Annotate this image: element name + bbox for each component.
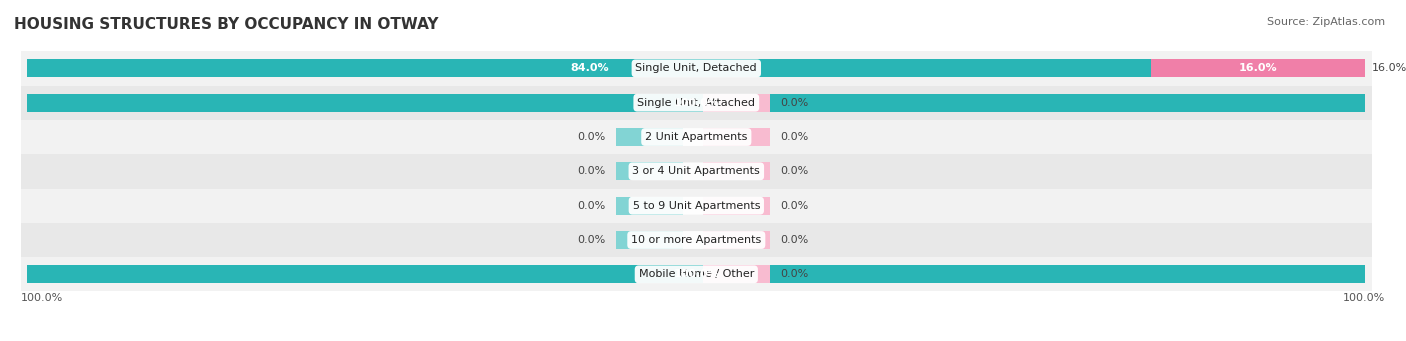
Bar [616,128,683,146]
Text: 0.0%: 0.0% [780,235,808,245]
Text: 0.0%: 0.0% [576,235,606,245]
Text: 16.0%: 16.0% [1239,63,1278,73]
Text: 0.0%: 0.0% [576,132,606,142]
Text: 0.0%: 0.0% [780,269,808,279]
Bar [703,197,770,214]
Bar [28,265,1365,283]
Text: 100.0%: 100.0% [673,98,720,108]
Text: 0.0%: 0.0% [780,166,808,176]
Text: 84.0%: 84.0% [569,63,609,73]
Text: 0.0%: 0.0% [780,132,808,142]
Text: 0.0%: 0.0% [576,201,606,211]
Bar [28,94,1365,112]
Text: 3 or 4 Unit Apartments: 3 or 4 Unit Apartments [633,166,761,176]
Text: 2 Unit Apartments: 2 Unit Apartments [645,132,748,142]
Text: 0.0%: 0.0% [780,201,808,211]
Bar [21,189,1372,223]
Text: Mobile Home / Other: Mobile Home / Other [638,269,754,279]
Bar [28,59,1152,77]
Bar [703,162,770,180]
Text: Single Unit, Detached: Single Unit, Detached [636,63,756,73]
Bar [21,51,1372,86]
Bar [21,86,1372,120]
Text: 100.0%: 100.0% [673,269,720,279]
Text: Single Unit, Attached: Single Unit, Attached [637,98,755,108]
Text: 100.0%: 100.0% [1343,293,1385,303]
Bar [703,265,770,283]
Text: Source: ZipAtlas.com: Source: ZipAtlas.com [1267,17,1385,27]
Bar [21,154,1372,189]
Bar [21,257,1372,292]
Text: 0.0%: 0.0% [576,166,606,176]
Bar [616,197,683,214]
Bar [616,162,683,180]
Bar [1152,59,1365,77]
Bar [703,128,770,146]
Text: 0.0%: 0.0% [780,98,808,108]
Text: HOUSING STRUCTURES BY OCCUPANCY IN OTWAY: HOUSING STRUCTURES BY OCCUPANCY IN OTWAY [14,17,439,32]
Text: 10 or more Apartments: 10 or more Apartments [631,235,762,245]
Bar [616,231,683,249]
Text: 100.0%: 100.0% [21,293,63,303]
Text: 16.0%: 16.0% [1372,63,1406,73]
Bar [21,223,1372,257]
Text: 5 to 9 Unit Apartments: 5 to 9 Unit Apartments [633,201,761,211]
Bar [703,231,770,249]
Bar [703,94,770,112]
Bar [21,120,1372,154]
